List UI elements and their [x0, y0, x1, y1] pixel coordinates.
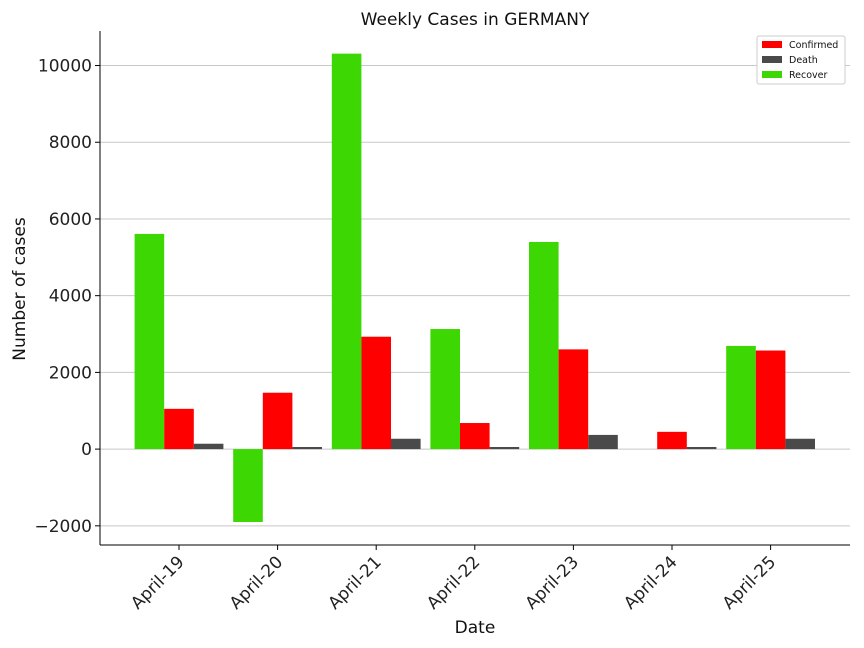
x-tick-label: April-22: [423, 552, 484, 613]
bar-death-april-19: [193, 443, 224, 450]
y-tick-label: 0: [81, 440, 92, 460]
legend-label-death: Death: [789, 55, 818, 66]
y-tick-label: 10000: [38, 57, 92, 77]
x-tick-label: April-24: [620, 552, 681, 613]
legend-label-recover: Recover: [789, 70, 828, 81]
bar-confirmed-april-21: [361, 336, 391, 450]
bar-recover-april-19: [134, 233, 165, 450]
legend-swatch-death: [762, 56, 782, 63]
x-tick-label: April-19: [127, 552, 188, 613]
y-tick-label: 4000: [49, 287, 92, 307]
y-tick-label: 2000: [49, 363, 92, 383]
bar-death-april-21: [391, 438, 421, 450]
legend-swatch-confirmed: [762, 41, 782, 48]
bar-death-april-25: [785, 438, 815, 450]
legend-label-confirmed: Confirmed: [789, 40, 838, 51]
bar-recover-april-21: [331, 53, 362, 450]
bar-death-april-24: [686, 446, 717, 450]
bar-death-april-23: [588, 434, 618, 450]
x-tick-label: April-23: [522, 552, 583, 613]
bar-recover-april-22: [430, 329, 460, 450]
bar-death-april-22: [489, 446, 520, 450]
bar-death-april-20: [292, 446, 322, 450]
bar-confirmed-april-22: [460, 423, 490, 450]
bar-confirmed-april-20: [262, 392, 293, 450]
gridlines: [100, 65, 850, 527]
axes: [99, 31, 850, 546]
bar-recover-april-23: [529, 241, 559, 450]
bar-confirmed-april-23: [558, 349, 589, 450]
chart-title: Weekly Cases in GERMANY: [361, 10, 590, 30]
bars: [134, 53, 815, 522]
x-axis-title: Date: [455, 618, 496, 638]
bar-recover-april-25: [726, 345, 756, 450]
bar-confirmed-april-25: [755, 350, 786, 450]
legend: Confirmed Death Recover: [756, 35, 846, 85]
x-tick-label: April-21: [324, 552, 385, 613]
y-axis-title: Number of cases: [10, 217, 30, 361]
y-tick-label: 8000: [49, 133, 92, 153]
bar-confirmed-april-24: [657, 431, 687, 450]
x-tick-label: April-25: [719, 552, 780, 613]
legend-swatch-recover: [762, 71, 782, 78]
bar-recover-april-20: [233, 449, 263, 522]
y-tick-label: 6000: [49, 210, 92, 230]
bar-confirmed-april-19: [164, 408, 194, 450]
x-tick-label: April-20: [226, 552, 287, 613]
y-tick-label: −2000: [34, 517, 92, 537]
